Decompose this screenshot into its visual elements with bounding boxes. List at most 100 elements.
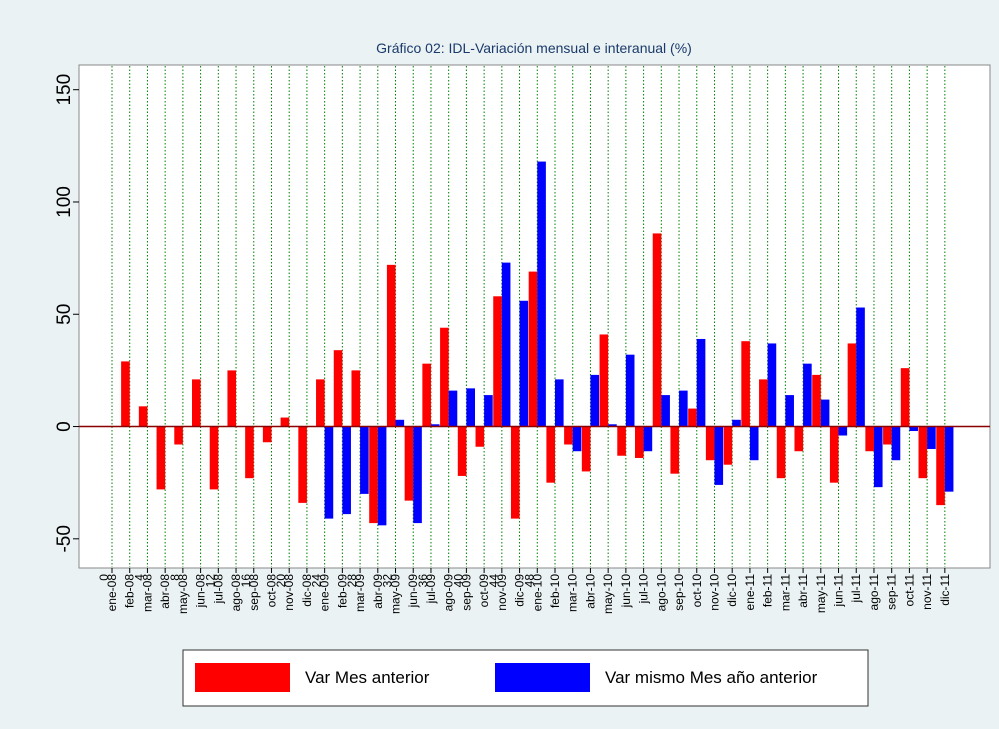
- bar: [192, 379, 201, 427]
- x-tick-label: sep-11: [885, 574, 899, 610]
- bar: [590, 374, 600, 427]
- x-tick-label: dic-10: [725, 574, 739, 607]
- bar: [900, 368, 910, 427]
- x-tick-label: jun-08: [194, 574, 208, 609]
- bar: [856, 307, 865, 427]
- bar: [670, 426, 680, 474]
- x-tick-label: may-08: [176, 574, 190, 614]
- bar: [785, 395, 794, 427]
- bar: [820, 399, 830, 427]
- x-tick-label: may-09: [389, 574, 403, 614]
- bar: [794, 426, 804, 452]
- bar: [838, 426, 848, 436]
- x2-tick-label: 20: [274, 574, 288, 588]
- x-tick-label: feb-11: [761, 574, 775, 607]
- bar: [209, 426, 219, 490]
- bar: [927, 426, 936, 449]
- bar: [803, 363, 812, 427]
- bar: [776, 426, 786, 479]
- y-tick-label: 150: [54, 74, 75, 106]
- bar: [369, 426, 378, 524]
- bar: [245, 426, 254, 479]
- bar: [386, 264, 396, 427]
- bar: [759, 379, 768, 427]
- bar: [440, 327, 449, 427]
- x2-tick-label: 32: [381, 574, 395, 588]
- bar: [537, 161, 546, 427]
- legend-label: Var Mes anterior: [305, 668, 430, 687]
- bar: [564, 426, 573, 445]
- bar: [342, 426, 351, 515]
- x-tick-label: mar-09: [353, 574, 367, 612]
- x-tick-label: sep-10: [672, 574, 686, 611]
- x-tick-label: oct-10: [690, 574, 704, 608]
- bar: [324, 426, 334, 519]
- legend-swatch: [495, 663, 590, 692]
- bar: [519, 300, 529, 427]
- bar: [608, 424, 617, 427]
- x-tick-label: jul-10: [637, 574, 651, 605]
- bar: [528, 271, 538, 427]
- x2-tick-label: 28: [345, 574, 359, 588]
- bar: [741, 341, 750, 427]
- bar: [555, 379, 564, 427]
- x-tick-label: jun-10: [619, 574, 633, 609]
- bar: [227, 370, 237, 427]
- bar: [501, 262, 511, 427]
- y-tick-label: 100: [54, 186, 75, 218]
- bar: [510, 426, 520, 519]
- bar: [652, 233, 662, 427]
- bar: [138, 406, 148, 427]
- bar: [732, 419, 741, 427]
- bar: [475, 426, 485, 447]
- x-tick-label: oct-08: [264, 574, 278, 608]
- bar: [457, 426, 467, 476]
- x-tick-label: may-10: [601, 574, 615, 614]
- x2-tick-label: 4: [132, 574, 146, 581]
- bar: [581, 426, 591, 472]
- x-tick-label: oct-11: [902, 574, 916, 607]
- x-tick-label: feb-08: [123, 574, 137, 608]
- x-tick-label: jul-11: [849, 574, 863, 604]
- x-tick-label: ene-09: [318, 574, 332, 612]
- y-tick-label: 0: [54, 421, 75, 432]
- bar: [174, 426, 183, 445]
- bar: [493, 296, 502, 427]
- x-tick-label: feb-10: [548, 574, 562, 608]
- x-tick-label: ago-08: [229, 574, 243, 612]
- bar: [599, 334, 609, 427]
- bar: [918, 426, 928, 479]
- x-tick-label: ene-11: [743, 574, 757, 611]
- bar: [696, 338, 706, 427]
- bar: [121, 361, 130, 427]
- bar: [298, 426, 307, 503]
- bar: [484, 395, 493, 427]
- bar: [156, 426, 166, 490]
- x-tick-label: dic-11: [938, 574, 952, 606]
- x-tick-label: dic-09: [513, 574, 527, 607]
- bar: [865, 426, 874, 452]
- bar: [705, 426, 715, 461]
- y-tick-label: 50: [54, 304, 75, 325]
- x-tick-label: jul-09: [424, 574, 438, 605]
- x2-tick-label: 40: [451, 574, 465, 588]
- bar: [661, 395, 670, 427]
- x-tick-label: nov-10: [707, 574, 721, 611]
- bar: [617, 426, 626, 456]
- x-tick-label: ago-11: [867, 574, 881, 611]
- bar: [422, 363, 431, 427]
- bar: [360, 426, 369, 494]
- x-tick-label: jun-09: [406, 574, 420, 609]
- x-tick-label: ago-10: [654, 574, 668, 612]
- x-tick-label: ene-10: [530, 574, 544, 612]
- bar: [404, 426, 414, 501]
- x-tick-label: nov-11: [920, 574, 934, 610]
- bar: [262, 426, 272, 443]
- x-tick-label: sep-09: [459, 574, 473, 611]
- chart-title: Gráfico 02: IDL-Variación mensual e inte…: [376, 40, 692, 56]
- bar: [883, 426, 892, 445]
- bar: [812, 374, 821, 427]
- x-tick-label: abr-10: [583, 574, 597, 609]
- x-tick-label: mar-11: [778, 574, 792, 611]
